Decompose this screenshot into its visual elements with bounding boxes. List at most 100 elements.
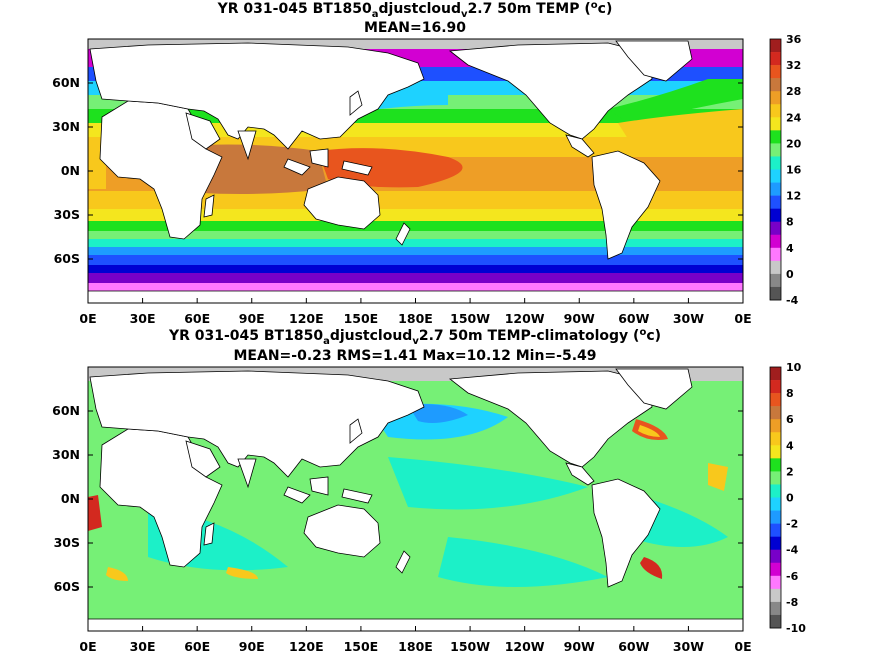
lon-label: 90E — [239, 639, 265, 654]
panel-anomaly: YR 031-045 BT1850adjustcloudv2.7 50m TEM… — [52, 327, 806, 654]
lat-label: 60N — [52, 75, 80, 90]
colorbar-swatch — [770, 601, 781, 616]
colorbar-swatch — [770, 406, 781, 420]
lon-label: 150E — [344, 639, 379, 654]
axes: 60N 30N 0N 30S 60S 0E 30E 60E 90E 120E 150E 180E 150… — [52, 403, 751, 654]
colorbar-swatch — [770, 130, 781, 144]
colorbar-label: -8 — [786, 596, 798, 609]
colorbar-label: 0 — [786, 268, 794, 281]
colorbar-temperature: 36 32 28 24 20 16 12 8 4 0 -4 — [769, 33, 802, 307]
colorbar-swatch — [770, 419, 781, 433]
lat-label: 0N — [61, 163, 80, 178]
colorbar-label: 8 — [786, 387, 794, 400]
colorbar-label: 6 — [786, 413, 794, 426]
colorbar-label: 16 — [786, 164, 802, 177]
colorbar-swatch — [770, 497, 781, 511]
colorbar-labels: 10 8 6 4 2 0 -2 -4 -6 -8 -10 — [786, 361, 806, 635]
colorbar-labels: 36 32 28 24 20 16 12 8 4 0 -4 — [786, 33, 802, 307]
lat-label: 60S — [54, 579, 80, 594]
lon-label: 0E — [734, 639, 751, 654]
colorbar-swatch — [770, 52, 781, 66]
colorbar-label: -2 — [786, 518, 798, 531]
panel-title: YR 031-045 BT1850adjustcloudv2.7 50m TEM… — [217, 0, 613, 20]
colorbar-label: 32 — [786, 59, 801, 72]
colorbar-label: 10 — [786, 361, 802, 374]
colorbar-frame — [769, 366, 782, 629]
colorbar-label: -4 — [786, 294, 799, 307]
lon-label: 120W — [505, 639, 545, 654]
colorbar-swatch — [770, 221, 781, 236]
axes: 60N 30N 0N 30S 60S 0E 30E 60E 90E 120E 150E 180E 150… — [52, 75, 751, 326]
colorbar-swatch — [770, 367, 781, 381]
colorbar-swatch — [770, 523, 781, 537]
colorbar-swatch — [770, 195, 781, 209]
colorbar-label: 20 — [786, 137, 802, 150]
lat-label: 30N — [52, 447, 80, 462]
colorbar-swatches — [769, 366, 782, 629]
lon-label: 30E — [130, 311, 156, 326]
colorbar-label: 0 — [786, 492, 794, 505]
colorbar-swatch — [770, 78, 781, 92]
colorbar-swatch — [770, 182, 781, 196]
colorbar-label: 4 — [786, 242, 794, 255]
colorbar-label: -6 — [786, 570, 799, 583]
colorbar-swatch — [770, 562, 781, 577]
lon-label: 180E — [398, 639, 433, 654]
colorbar-swatch — [770, 510, 781, 524]
lon-label: 0E — [79, 639, 96, 654]
colorbar-swatch — [770, 458, 781, 472]
colorbar-label: 4 — [786, 439, 794, 452]
panel-title: YR 031-045 BT1850adjustcloudv2.7 50m TEM… — [168, 327, 661, 347]
lon-label: 180E — [398, 311, 433, 326]
lon-label: 120E — [289, 639, 324, 654]
colorbar-label: -4 — [786, 544, 799, 557]
colorbar-swatch — [770, 156, 781, 170]
colorbar-swatch — [770, 536, 781, 550]
colorbar-swatch — [770, 117, 781, 131]
lon-label: 30E — [130, 639, 156, 654]
colorbar-swatch — [770, 393, 781, 407]
colorbar-swatch — [770, 471, 781, 485]
lon-label: 60W — [618, 311, 649, 326]
lon-label: 30W — [673, 639, 704, 654]
lon-label: 0E — [734, 311, 751, 326]
map-temperature: 60N 30N 0N 30S 60S 0E 30E 60E 90E 120E 150E 180E 150… — [52, 38, 752, 326]
lon-label: 90E — [239, 311, 265, 326]
colorbar-label: 36 — [786, 33, 802, 46]
colorbar-swatch — [770, 91, 781, 105]
panel-stats: MEAN=16.90 — [364, 20, 466, 36]
lon-label: 120W — [505, 311, 545, 326]
colorbar-swatch — [770, 143, 781, 157]
colorbar-swatch — [770, 432, 781, 446]
lon-label: 90W — [564, 639, 595, 654]
lon-label: 60W — [618, 639, 649, 654]
colorbar-swatch — [770, 169, 781, 183]
panel-temperature: YR 031-045 BT1850adjustcloudv2.7 50m TEM… — [52, 0, 802, 326]
colorbar-swatch — [770, 575, 781, 590]
colorbar-swatch — [770, 549, 781, 564]
colorbar-swatch — [770, 65, 781, 79]
lat-label: 30S — [54, 207, 80, 222]
colorbar-swatches — [769, 38, 782, 301]
panel-stats: MEAN=-0.23 RMS=1.41 Max=10.12 Min=-5.49 — [233, 348, 596, 364]
colorbar-swatch — [770, 588, 781, 603]
colorbar-label: 28 — [786, 85, 801, 98]
lon-label: 120E — [289, 311, 324, 326]
colorbar-swatch — [770, 260, 781, 275]
colorbar-swatch — [770, 234, 781, 249]
lon-label: 0E — [79, 311, 96, 326]
colorbar-label: 2 — [786, 465, 794, 478]
colorbar-anomaly: 10 8 6 4 2 0 -2 -4 -6 -8 -10 — [769, 361, 806, 635]
colorbar-swatch — [770, 380, 781, 394]
colorbar-swatch — [770, 273, 781, 288]
colorbar-swatch — [770, 614, 781, 629]
lon-label: 60E — [184, 639, 210, 654]
colorbar-swatch — [770, 208, 781, 222]
lon-label: 30W — [673, 311, 704, 326]
lat-label: 30N — [52, 119, 80, 134]
colorbar-label: 12 — [786, 190, 801, 203]
lat-label: 30S — [54, 535, 80, 550]
lon-label: 60E — [184, 311, 210, 326]
lat-label: 60N — [52, 403, 80, 418]
